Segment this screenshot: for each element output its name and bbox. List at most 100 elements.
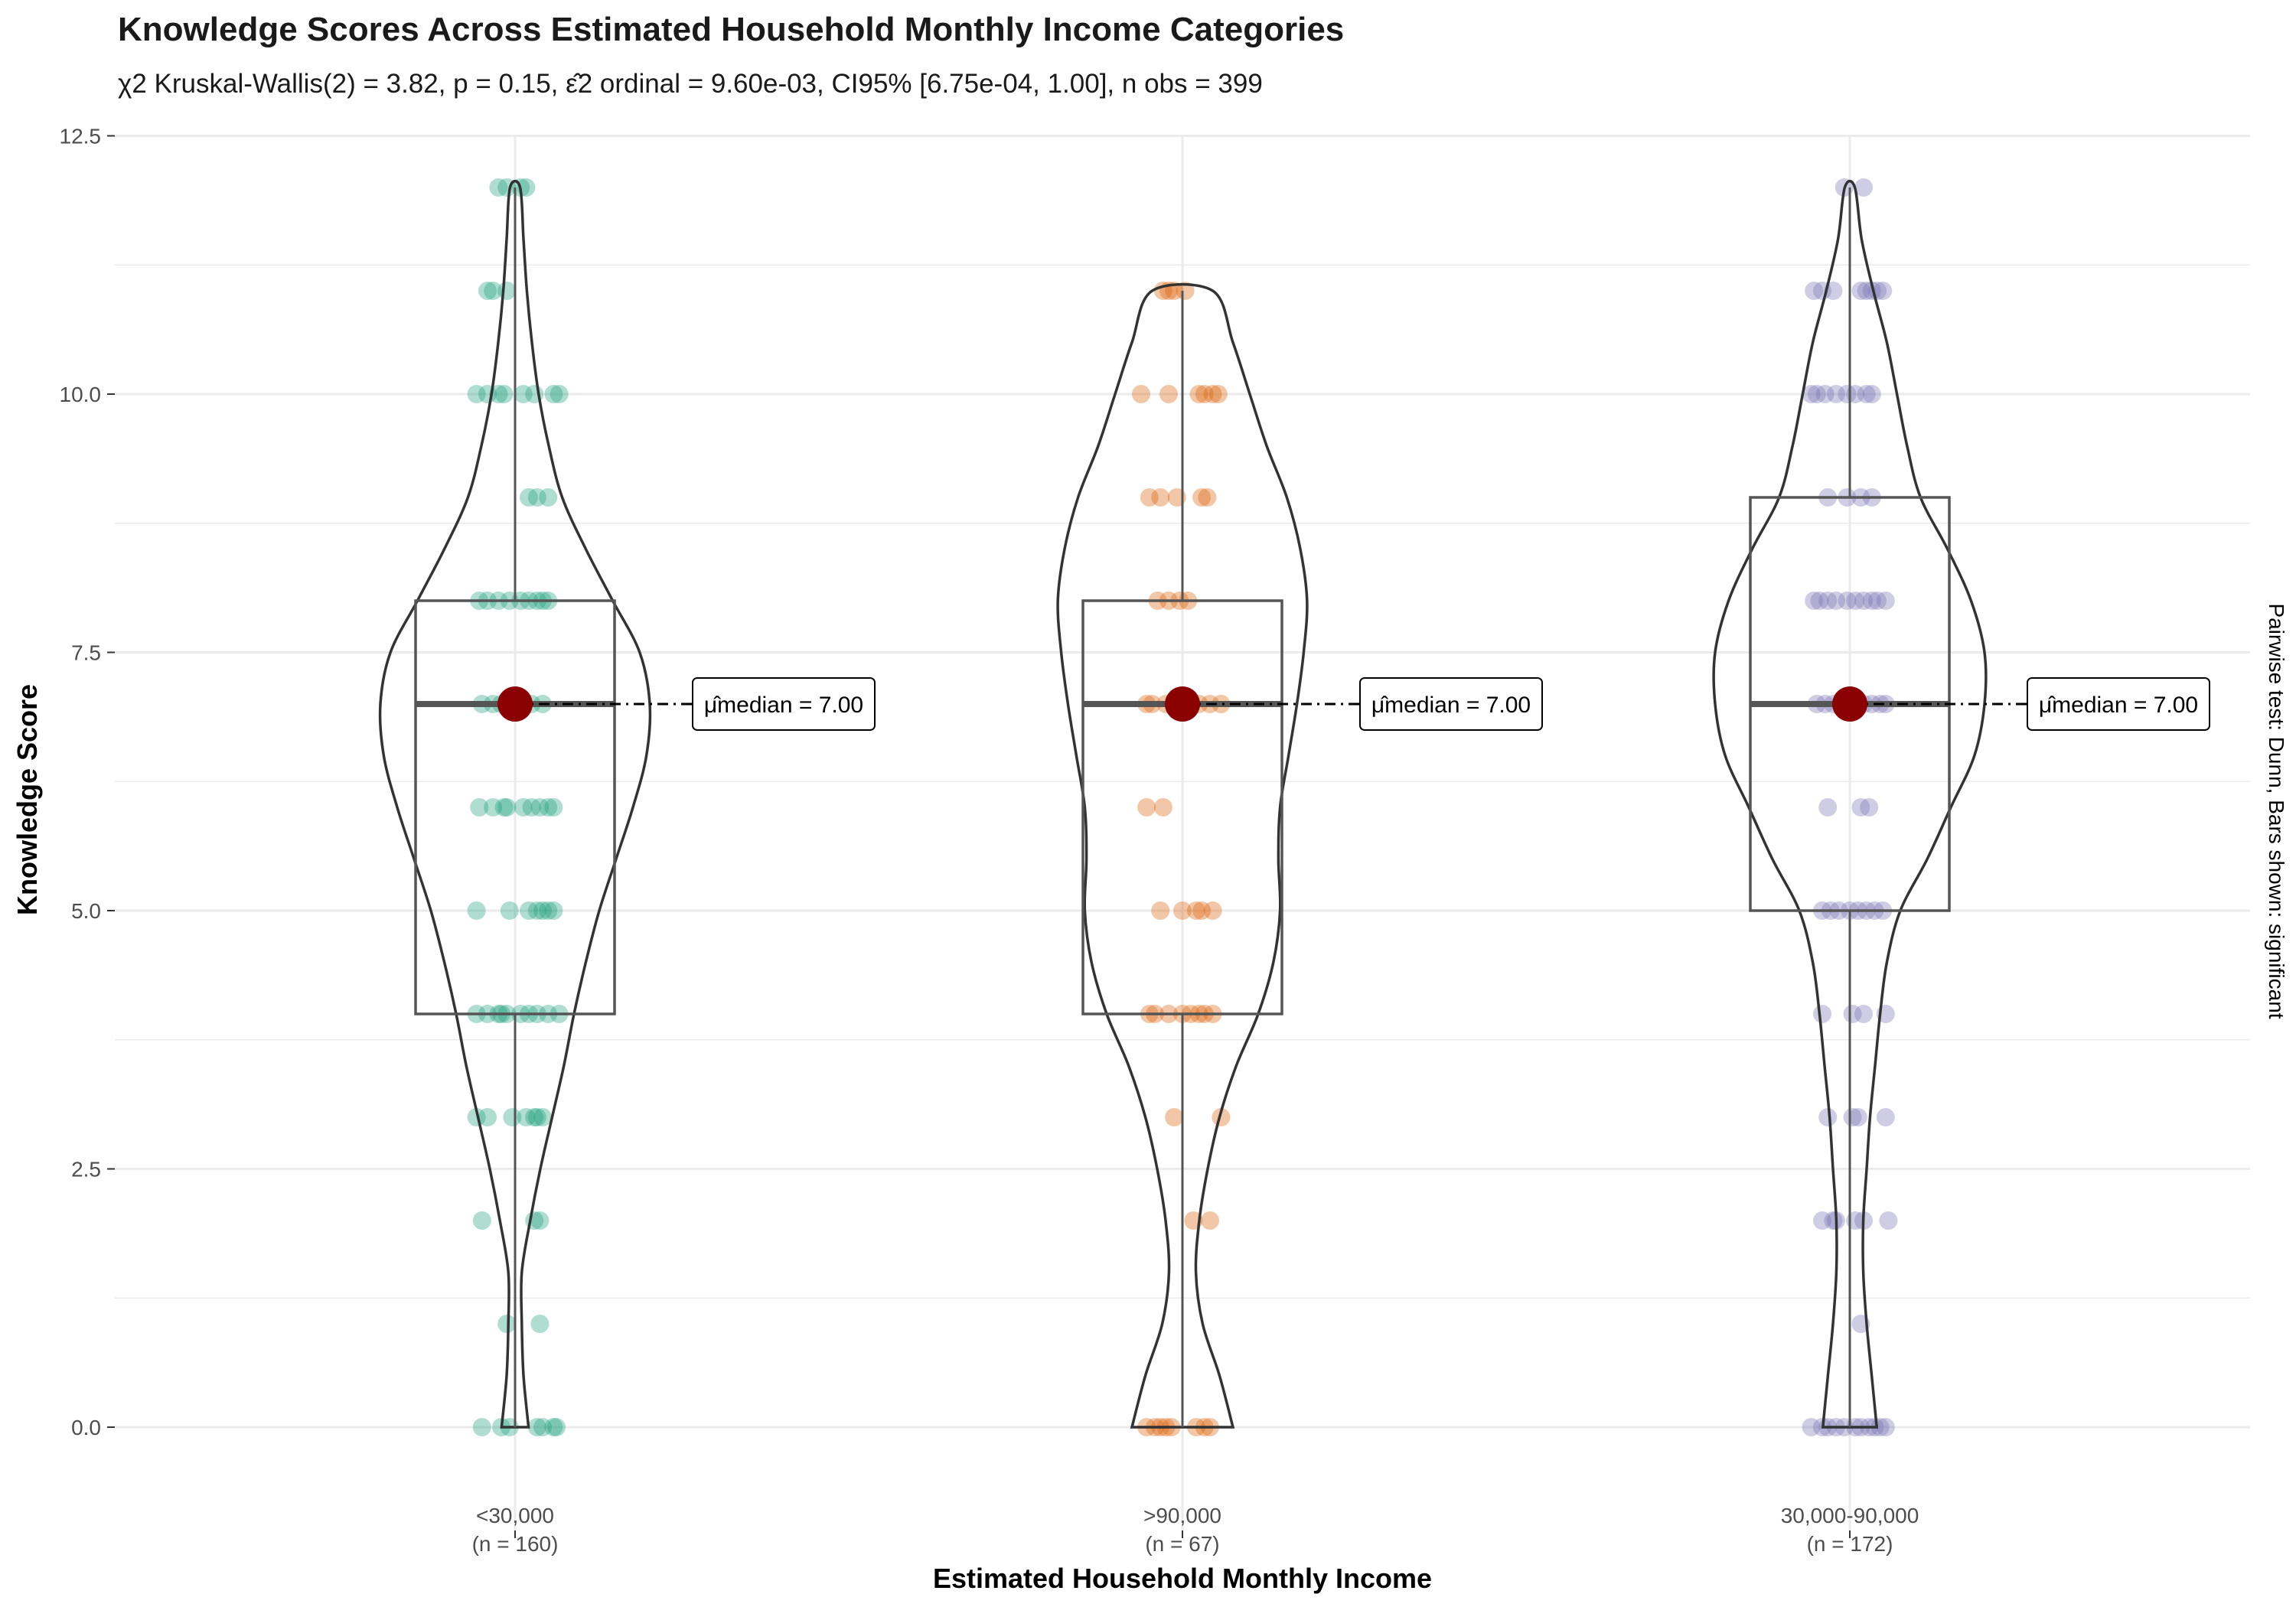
plot-groups: μ̂median = 7.00 μ̂median = 7.00 μ̂median =… — [378, 178, 2210, 1436]
data-point — [527, 488, 546, 507]
median-point — [1832, 686, 1867, 722]
data-point — [1854, 592, 1873, 610]
data-point — [530, 1315, 550, 1333]
data-point — [1851, 798, 1870, 817]
data-point — [1876, 1418, 1895, 1436]
data-point — [500, 901, 519, 920]
data-point — [1140, 488, 1159, 507]
data-point — [1838, 385, 1857, 403]
group-2: μ̂median = 7.00 — [1056, 282, 1543, 1436]
group-3: μ̂median = 7.00 — [1712, 178, 2210, 1436]
data-point — [1854, 1005, 1873, 1023]
data-point — [1159, 385, 1178, 403]
x-tick-label: 30,000-90,000 — [1781, 1504, 1919, 1527]
chart-title: Knowledge Scores Across Estimated Househ… — [118, 11, 1345, 48]
data-point — [1862, 282, 1881, 300]
y-axis-ticks: 0.0 2.5 5.0 7.5 10.0 12.5 — [60, 125, 115, 1439]
data-point — [1876, 1108, 1895, 1126]
median-label-box — [2027, 677, 2210, 731]
data-point — [1151, 488, 1170, 507]
median-label: μ̂median = 7.00 — [1371, 693, 1531, 718]
data-point — [544, 1418, 563, 1436]
y-tick-label: 12.5 — [60, 125, 102, 148]
data-point — [1203, 901, 1222, 920]
x-tick-count: (n = 172) — [1807, 1532, 1893, 1556]
data-point — [1854, 178, 1873, 197]
data-point — [478, 282, 497, 300]
data-point — [533, 1108, 552, 1126]
median-point — [497, 686, 533, 722]
data-point — [1132, 385, 1150, 403]
data-point — [1846, 592, 1865, 610]
data-point — [1851, 282, 1870, 300]
data-point — [520, 488, 538, 507]
violin-outline — [1056, 282, 1309, 1429]
data-point — [489, 385, 508, 403]
median-point — [1165, 686, 1200, 722]
data-point — [1848, 1108, 1867, 1126]
data-point — [1843, 1005, 1862, 1023]
data-point — [1189, 385, 1208, 403]
x-axis-title: Estimated Household Monthly Income — [933, 1563, 1432, 1594]
x-axis-ticks: <30,000 (n = 160) >90,000 (n = 67) 30,000-90… — [472, 1504, 1919, 1556]
data-point — [472, 1418, 491, 1436]
data-point — [1818, 592, 1838, 610]
data-point — [478, 1108, 497, 1126]
data-point — [530, 1211, 550, 1230]
data-point — [1208, 385, 1228, 403]
x-tick-label: <30,000 — [476, 1504, 554, 1527]
data-point — [517, 1108, 536, 1126]
data-point — [530, 798, 550, 817]
data-point — [1151, 901, 1170, 920]
data-point — [1137, 798, 1156, 817]
data-point — [527, 1108, 546, 1126]
data-point — [1827, 592, 1845, 610]
data-point — [527, 901, 546, 920]
box — [1081, 599, 1283, 1015]
violin-outline — [1712, 179, 1988, 1429]
data-point — [1198, 488, 1217, 507]
data-point — [533, 901, 552, 920]
data-point — [1824, 1211, 1843, 1230]
data-point — [550, 385, 569, 403]
data-point — [514, 385, 533, 403]
x-tick-label: >90,000 — [1143, 1504, 1221, 1527]
data-point — [467, 901, 486, 920]
data-point — [544, 385, 563, 403]
data-point — [1813, 1005, 1831, 1023]
data-point — [522, 798, 541, 817]
data-point — [525, 1108, 544, 1126]
data-point — [1879, 1211, 1898, 1230]
data-point — [1807, 385, 1826, 403]
data-point — [1805, 282, 1824, 300]
data-point — [1818, 798, 1838, 817]
data-point — [1827, 385, 1845, 403]
x-tick-count: (n = 160) — [472, 1532, 559, 1556]
data-point — [1165, 1108, 1184, 1126]
data-point — [1176, 282, 1195, 300]
data-point — [1805, 592, 1824, 610]
data-point — [533, 1418, 552, 1436]
data-point — [1187, 901, 1205, 920]
chart-subtitle: χ2 Kruskal-Wallis(2) = 3.82, p = 0.15, ε… — [118, 69, 1263, 99]
data-point — [484, 282, 503, 300]
data-point — [1203, 385, 1222, 403]
y-tick-label: 10.0 — [60, 383, 102, 406]
data-point — [497, 282, 517, 300]
y-axis-title: Knowledge Score — [11, 684, 43, 915]
data-point — [489, 178, 508, 197]
data-point — [527, 1418, 546, 1436]
data-point — [467, 385, 486, 403]
data-point — [1815, 385, 1835, 403]
data-point — [1810, 592, 1829, 610]
data-point — [503, 1108, 522, 1126]
x-tick-count: (n = 67) — [1145, 1532, 1219, 1556]
median-label-box — [692, 677, 876, 731]
data-point — [1195, 385, 1214, 403]
data-point — [520, 901, 538, 920]
data-point — [1857, 385, 1876, 403]
data-point — [1862, 385, 1881, 403]
data-point — [1802, 1418, 1821, 1436]
data-point — [1201, 1211, 1219, 1230]
